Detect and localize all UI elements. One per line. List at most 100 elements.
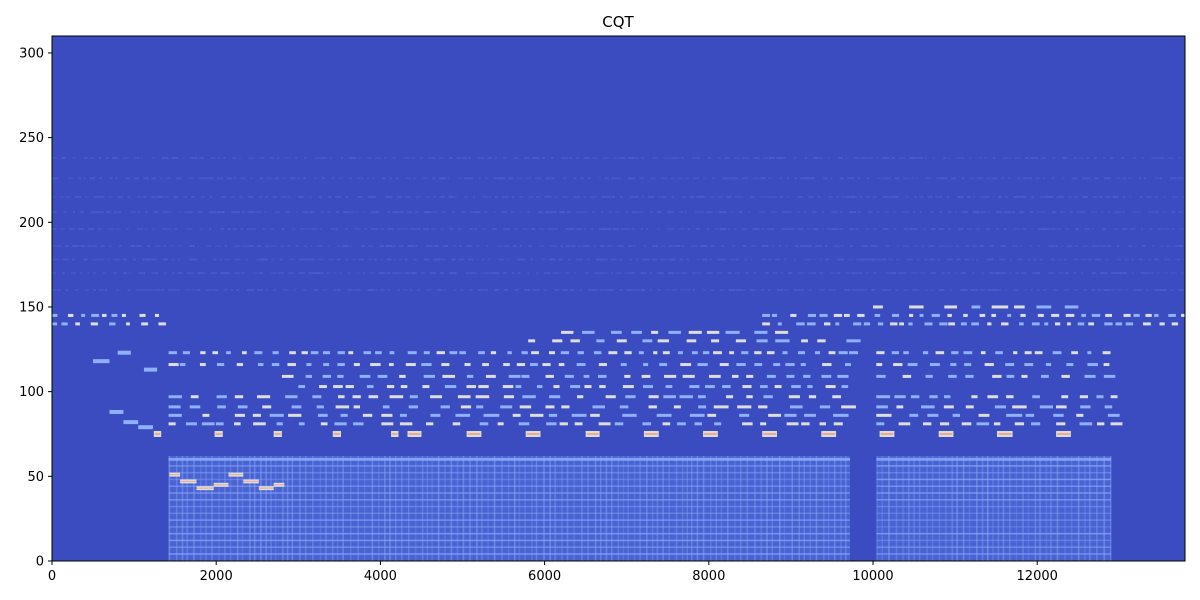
harmonic-cell (1091, 211, 1097, 214)
note-cell (576, 363, 586, 367)
harmonic-cell (719, 289, 725, 292)
harmonic-cell (912, 289, 918, 292)
harmonic-cell (1159, 289, 1167, 292)
harmonic-cell (961, 272, 966, 275)
harmonic-cell (969, 177, 976, 180)
harmonic-cell (289, 177, 296, 180)
harmonic-cell (220, 272, 229, 275)
dense-onset (600, 456, 602, 561)
note-cell (790, 405, 803, 409)
note-cell (460, 405, 472, 409)
harmonic-cell (77, 177, 82, 180)
dense-top-band (168, 457, 851, 461)
harmonic-cell (599, 289, 605, 292)
harmonic-cell (404, 258, 408, 261)
harmonic-cell (998, 195, 1003, 198)
harmonic-cell (197, 211, 203, 214)
harmonic-cell (359, 289, 362, 292)
harmonic-cell (65, 289, 69, 292)
harmonic-cell (631, 211, 639, 214)
harmonic-cell (1100, 272, 1108, 275)
harmonic-cell (627, 156, 635, 159)
harmonic-cell (710, 195, 715, 198)
harmonic-cell (871, 289, 876, 292)
harmonic-cell (1043, 228, 1050, 231)
spectrogram-plot-area (52, 36, 1185, 561)
note-cell (388, 363, 394, 367)
harmonic-cell (318, 195, 322, 198)
harmonic-cell (818, 195, 821, 198)
dense-onset (771, 456, 774, 561)
harmonic-cell (476, 258, 479, 261)
harmonic-cell (725, 211, 727, 214)
harmonic-cell (100, 195, 105, 198)
note-cell (939, 322, 948, 326)
harmonic-cell (729, 258, 737, 261)
note-cell (521, 374, 530, 378)
harmonic-cell (87, 228, 95, 231)
dense-onset (833, 456, 836, 561)
harmonic-cell (456, 156, 462, 159)
note-cell (457, 395, 471, 399)
dense-onset (415, 456, 417, 561)
note-cell (285, 395, 298, 399)
harmonic-cell (496, 245, 503, 247)
harmonic-cell (868, 211, 873, 214)
harmonic-cell (299, 258, 305, 261)
harmonic-cell (987, 289, 995, 292)
harmonic-cell (882, 195, 890, 198)
note-cell (226, 351, 231, 355)
harmonic-cell (257, 245, 262, 247)
harmonic-cell (346, 195, 349, 198)
harmonic-cell (328, 195, 332, 198)
peak-note-core (333, 432, 340, 435)
harmonic-cell (706, 211, 713, 214)
harmonic-cell (750, 245, 757, 247)
harmonic-cell (1011, 211, 1016, 214)
dense-onset (895, 456, 898, 561)
note-cell (616, 339, 627, 343)
dense-onset (918, 456, 921, 561)
harmonic-cell (745, 272, 749, 275)
note-cell (961, 422, 972, 426)
note-cell (507, 351, 512, 355)
harmonic-cell (148, 289, 154, 292)
harmonic-cell (1008, 156, 1012, 159)
harmonic-cell (232, 228, 237, 231)
note-cell (642, 422, 652, 426)
bass-note-peak (180, 480, 197, 482)
note-cell (571, 413, 587, 417)
harmonic-cell (887, 258, 893, 261)
harmonic-cell (1159, 177, 1162, 180)
note-cell (75, 322, 80, 326)
note-cell (1052, 351, 1062, 355)
harmonic-cell (696, 195, 704, 198)
note-cell (1024, 363, 1034, 367)
harmonic-cell (72, 156, 76, 159)
harmonic-cell (839, 211, 843, 214)
dense-onset (888, 456, 890, 561)
harmonic-cell (1059, 211, 1066, 214)
harmonic-cell (214, 245, 222, 247)
note-cell (833, 413, 849, 417)
harmonic-cell (786, 177, 790, 180)
note-cell (707, 413, 717, 417)
harmonic-cell (618, 156, 626, 159)
harmonic-cell (57, 245, 62, 247)
harmonic-cell (979, 156, 983, 159)
harmonic-cell (1033, 258, 1037, 261)
harmonic-cell (57, 177, 60, 180)
harmonic-cell (696, 228, 701, 231)
harmonic-cell (537, 211, 543, 214)
note-cell (907, 363, 918, 367)
harmonic-cell (779, 177, 783, 180)
note-cell (317, 413, 328, 417)
note-cell (709, 374, 721, 378)
note-cell (400, 385, 408, 389)
note-cell (760, 422, 767, 426)
harmonic-cell (743, 289, 746, 292)
harmonic-cell (694, 211, 702, 214)
harmonic-cell (234, 272, 241, 275)
note-cell (863, 322, 871, 326)
harmonic-cell (397, 289, 400, 292)
